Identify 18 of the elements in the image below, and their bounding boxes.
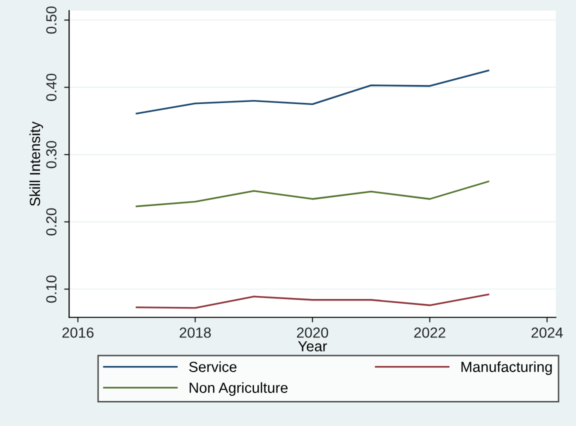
y-tick-label: 0.30 bbox=[46, 140, 57, 168]
x-tick-label: 2020 bbox=[296, 327, 328, 338]
y-tick-label: 0.20 bbox=[46, 208, 57, 236]
x-axis-title: Year bbox=[298, 341, 327, 352]
legend-label: Manufacturing bbox=[462, 361, 552, 375]
y-tick-label: 0.50 bbox=[46, 6, 57, 34]
x-tick-label: 2024 bbox=[532, 327, 563, 338]
x-tick-label: 2016 bbox=[62, 327, 94, 338]
y-tick-label: 0.40 bbox=[46, 74, 57, 101]
x-tick-label: 2022 bbox=[414, 327, 446, 338]
legend-label: Non Agriculture bbox=[190, 382, 288, 396]
y-tick-label: 0.10 bbox=[46, 275, 57, 303]
x-tick-label: 2018 bbox=[180, 327, 211, 338]
line-series bbox=[136, 180, 490, 208]
line-series bbox=[136, 70, 490, 114]
legend-label: Service bbox=[189, 361, 236, 372]
y-axis-title: Skill Intensity bbox=[29, 121, 44, 206]
line-series bbox=[136, 294, 490, 309]
